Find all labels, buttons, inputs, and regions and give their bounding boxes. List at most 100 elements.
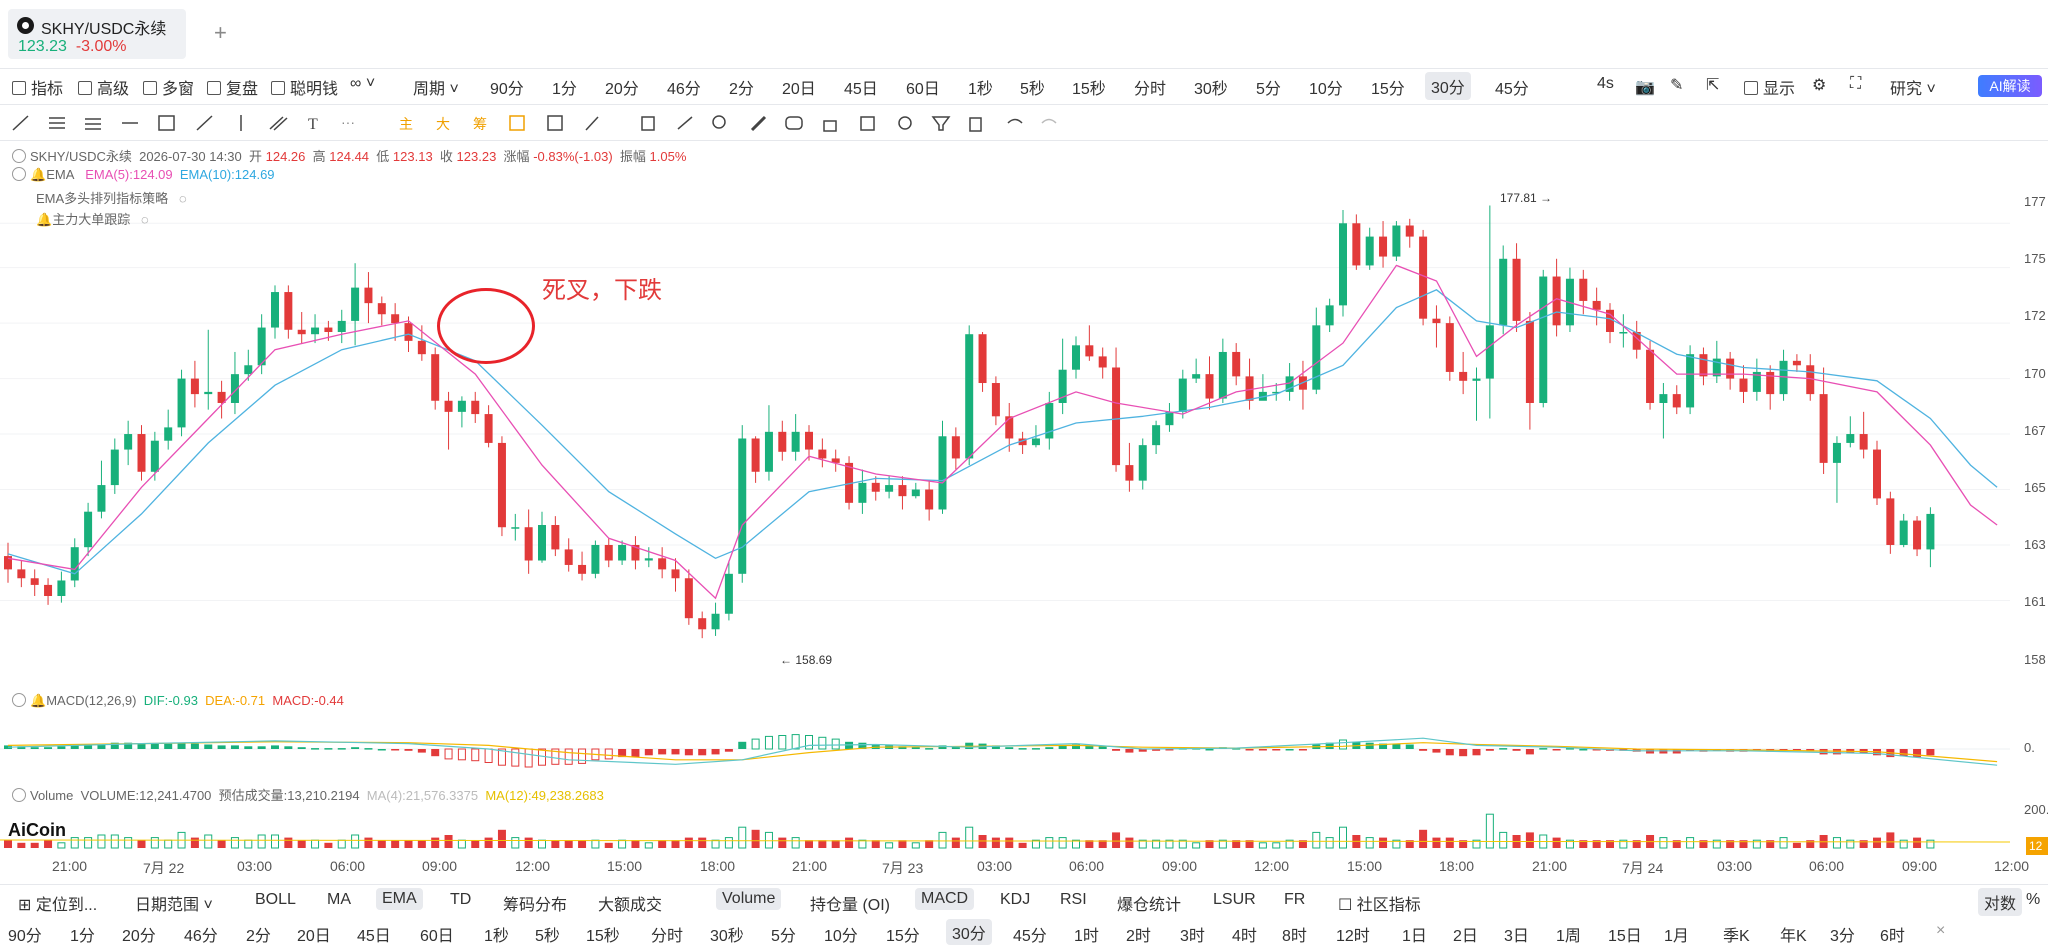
annotation-circle[interactable] — [437, 288, 535, 364]
period-bar-item[interactable]: 5秒 — [535, 928, 560, 945]
date-range-dropdown[interactable]: 日期范围 ˅ — [135, 897, 213, 914]
period-bar-item[interactable]: 年K — [1780, 928, 1807, 945]
period-bar-item[interactable]: 45分 — [1013, 928, 1047, 945]
pencil-icon[interactable]: ✎ — [1670, 77, 1684, 94]
period-bar-item[interactable]: 15分 — [886, 928, 920, 945]
smart-money-button[interactable]: 聪明钱 — [271, 75, 338, 99]
period-bar-item[interactable]: 1周 — [1556, 928, 1581, 945]
trash-icon[interactable] — [969, 117, 982, 132]
collapse-icon[interactable] — [12, 693, 26, 707]
close-icon[interactable]: × — [1936, 922, 1946, 939]
period-20d[interactable]: 20日 — [782, 81, 816, 98]
display-button[interactable]: 显示 — [1744, 75, 1795, 99]
period-bar-item[interactable]: 30秒 — [710, 928, 744, 945]
period-1s[interactable]: 1秒 — [968, 81, 993, 98]
undo-icon[interactable] — [1007, 118, 1023, 124]
period-bar-item[interactable]: 分时 — [651, 928, 684, 945]
trend-line-icon[interactable] — [12, 115, 29, 131]
bell-icon[interactable]: 🔔 — [30, 167, 47, 182]
chip-label-icon[interactable]: 筹 — [473, 116, 487, 132]
log-scale-toggle[interactable]: 对数 — [1978, 888, 2023, 916]
community-indicator-button[interactable]: ☐ 社区指标 — [1338, 897, 1421, 914]
bell-icon[interactable]: 🔔 — [30, 693, 47, 708]
indicator-fr[interactable]: FR — [1284, 891, 1306, 908]
period-bar-item[interactable]: 3日 — [1504, 928, 1529, 945]
indicator-liquidation[interactable]: 爆仓统计 — [1117, 897, 1182, 914]
layout-icon[interactable] — [547, 115, 563, 131]
fullscreen-icon[interactable]: ⛶ — [1850, 75, 1862, 92]
collapse-icon[interactable] — [12, 167, 26, 181]
eye-hidden-icon[interactable]: ◌ — [179, 191, 187, 206]
magnet-icon[interactable] — [898, 116, 912, 130]
indicator-volume[interactable]: Volume — [716, 888, 782, 910]
link-icon[interactable] — [785, 116, 803, 130]
indicator-oi[interactable]: 持仓量 (OI) — [810, 897, 890, 914]
period-bar-item[interactable]: 1分 — [70, 928, 95, 945]
eye-hidden-icon[interactable]: ◌ — [141, 212, 149, 227]
period-15m[interactable]: 15分 — [1371, 81, 1405, 98]
period-30s[interactable]: 30秒 — [1194, 81, 1228, 98]
export-icon[interactable]: ⇱ — [1706, 77, 1720, 94]
replay-button[interactable]: 复盘 — [207, 75, 258, 99]
indicator-ema[interactable]: EMA — [376, 888, 423, 910]
period-bar-item[interactable]: 季K — [1723, 928, 1750, 945]
period-bar-item[interactable]: 90分 — [8, 928, 42, 945]
filter-icon[interactable] — [931, 116, 951, 131]
collapse-icon[interactable] — [12, 788, 26, 802]
period-bar-item[interactable]: 20日 — [297, 928, 331, 945]
period-bar-item[interactable]: 15日 — [1608, 928, 1642, 945]
period-30m[interactable]: 30分 — [1425, 72, 1471, 100]
period-dropdown[interactable]: 周期 ˅ — [413, 81, 459, 98]
period-bar-item[interactable]: 60日 — [420, 928, 454, 945]
period-5m[interactable]: 5分 — [1256, 81, 1281, 98]
research-button[interactable]: 研究 ˅ — [1890, 81, 1936, 98]
chart-canvas[interactable] — [0, 140, 2048, 885]
period-45m[interactable]: 45分 — [1495, 81, 1529, 98]
measure-icon[interactable] — [585, 116, 599, 131]
ray-icon[interactable] — [196, 115, 213, 131]
fib-icon[interactable] — [269, 116, 288, 131]
period-bar-item[interactable]: 15秒 — [586, 928, 620, 945]
period-bar-item[interactable]: 3分 — [1830, 928, 1855, 945]
percent-toggle[interactable]: % — [2026, 891, 2041, 908]
big-label-icon[interactable]: 大 — [436, 116, 450, 132]
indicator-macd[interactable]: MACD — [915, 888, 975, 910]
period-bar-item[interactable]: 1日 — [1402, 928, 1427, 945]
indicator-boll[interactable]: BOLL — [255, 891, 296, 908]
period-bar-item[interactable]: 8时 — [1282, 928, 1307, 945]
period-bar-item[interactable]: 2分 — [246, 928, 271, 945]
brush-icon[interactable] — [750, 115, 767, 132]
indicator-kdj[interactable]: KDJ — [1000, 891, 1031, 908]
horizontal-lines-icon[interactable] — [85, 118, 101, 130]
indicator-td[interactable]: TD — [450, 891, 472, 908]
period-bar-item[interactable]: 4时 — [1232, 928, 1257, 945]
period-bar-item[interactable]: 30分 — [946, 919, 992, 945]
bell-icon[interactable]: 🔔 — [36, 212, 53, 227]
refresh-interval[interactable]: 4s — [1597, 75, 1614, 92]
period-timeshare[interactable]: 分时 — [1134, 81, 1167, 98]
multi-window-button[interactable]: 多窗 — [143, 75, 194, 99]
period-bar-item[interactable]: 20分 — [122, 928, 156, 945]
symbol-tab[interactable]: SKHY/USDC永续 123.23 -3.00% — [8, 9, 186, 59]
more-tools-icon[interactable]: ··· — [341, 114, 355, 130]
period-bar-item[interactable]: 12时 — [1336, 928, 1370, 945]
period-bar-item[interactable]: 2日 — [1453, 928, 1478, 945]
settings-icon[interactable]: ⚙ — [1812, 77, 1827, 94]
period-bar-item[interactable]: 3时 — [1180, 928, 1205, 945]
indicator-ma[interactable]: MA — [327, 891, 351, 908]
copy-icon[interactable] — [641, 116, 655, 131]
text-tool-icon[interactable]: T — [308, 116, 318, 133]
indicator-chip[interactable]: 筹码分布 — [503, 897, 568, 914]
add-tab-button[interactable]: + — [214, 20, 227, 45]
period-bar-item[interactable]: 46分 — [184, 928, 218, 945]
redo-icon[interactable] — [1041, 118, 1057, 124]
period-1m[interactable]: 1分 — [552, 81, 577, 98]
indicator-button[interactable]: 指标 — [12, 75, 63, 99]
ai-interpret-button[interactable]: AI解读 — [1978, 75, 2042, 97]
goto-button[interactable]: ⊞ 定位到... — [18, 897, 98, 914]
period-2m[interactable]: 2分 — [729, 81, 754, 98]
period-bar-item[interactable]: 1秒 — [484, 928, 509, 945]
lock-icon[interactable] — [823, 120, 837, 132]
period-20m[interactable]: 20分 — [605, 81, 639, 98]
advanced-button[interactable]: 高级 — [78, 75, 129, 99]
